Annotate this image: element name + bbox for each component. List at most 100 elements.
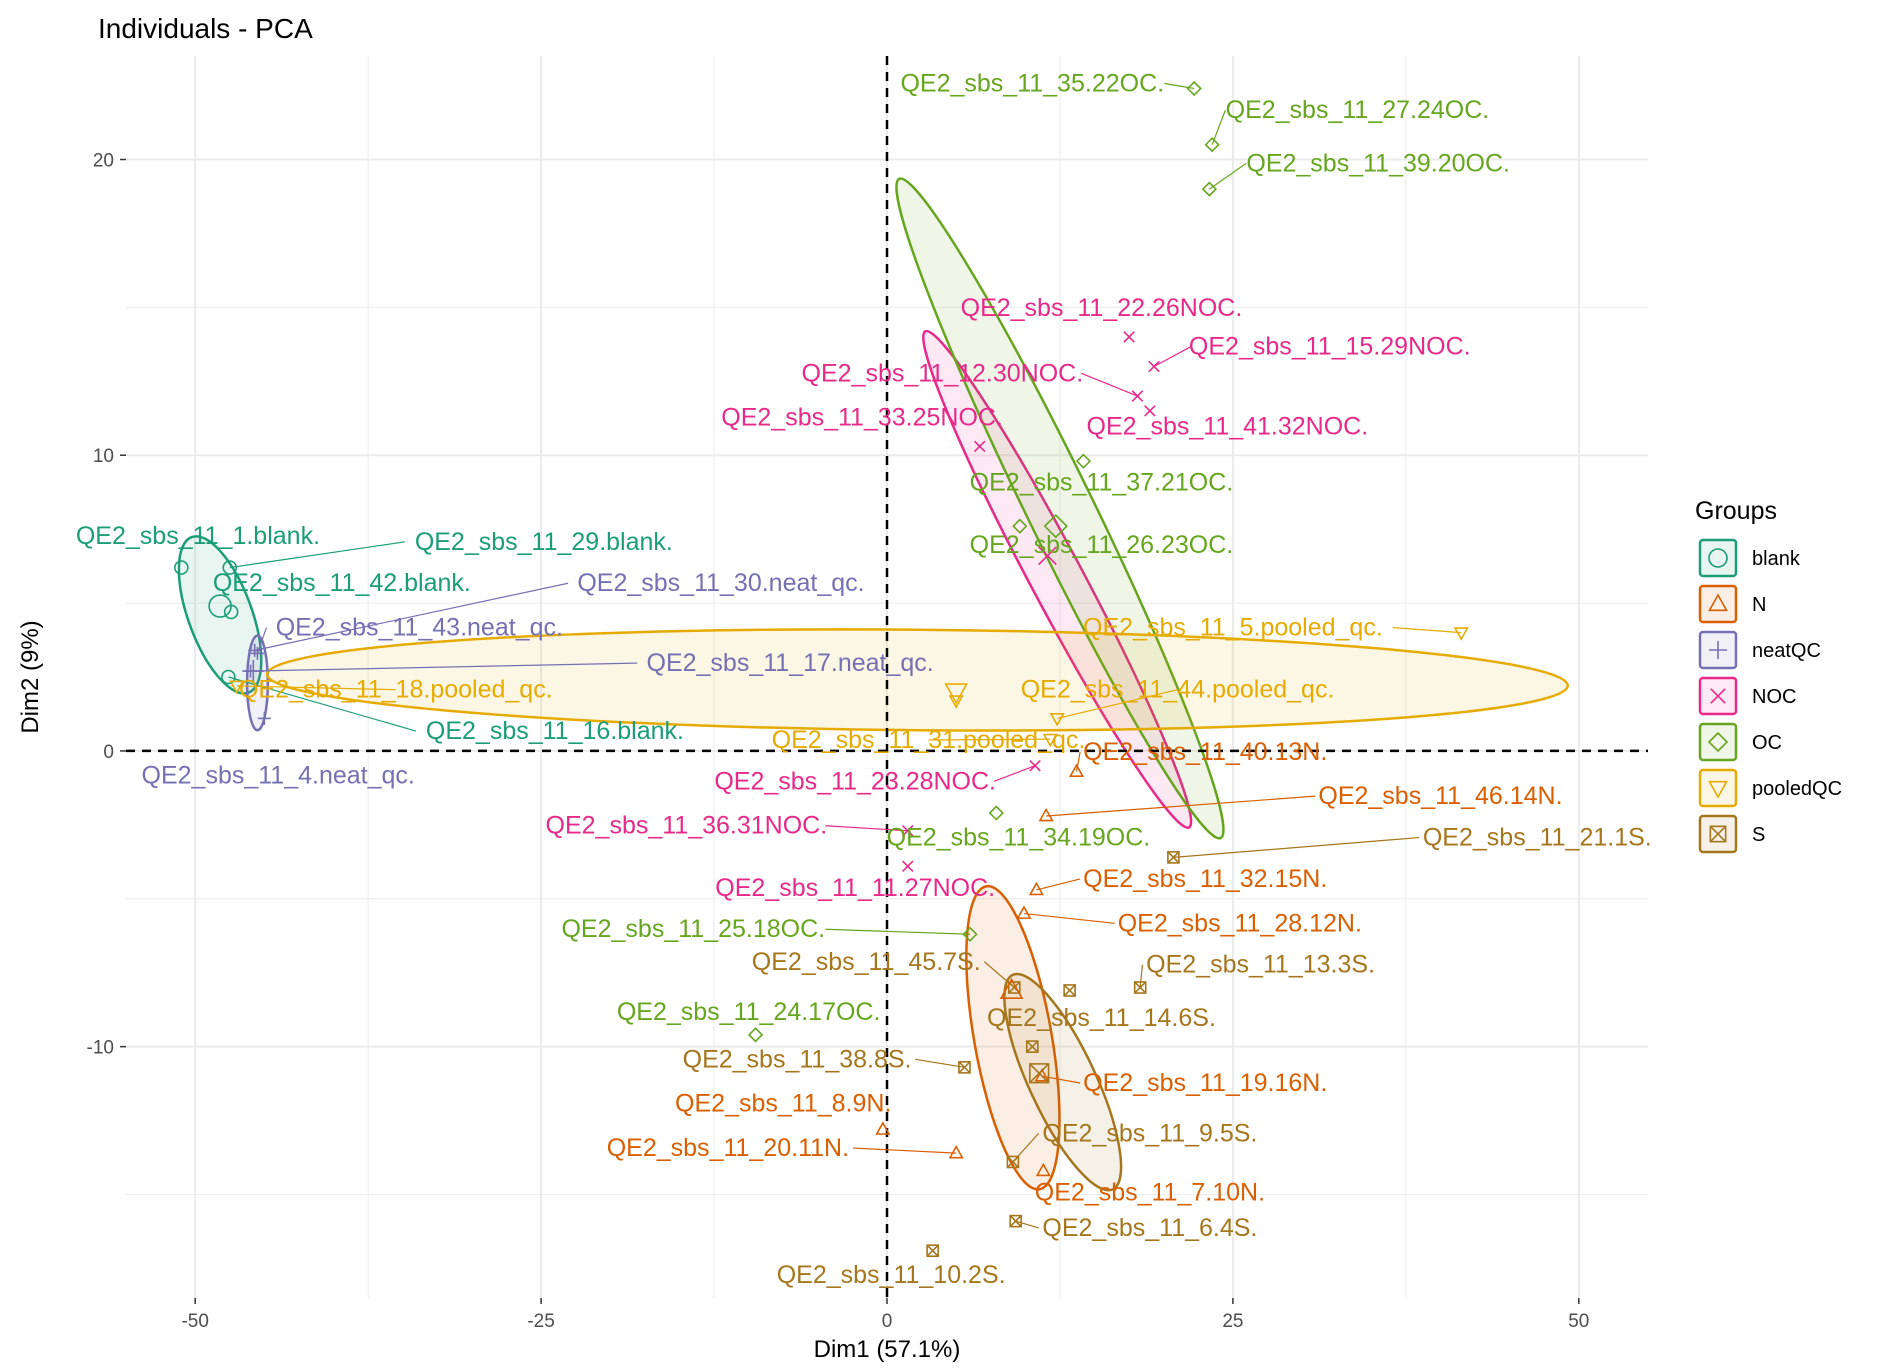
legend-key <box>1698 538 1738 578</box>
point-neatQC <box>250 646 264 660</box>
point-NOC <box>1029 759 1041 772</box>
point-label: QE2_sbs_11_14.6S. <box>987 1004 1216 1032</box>
leader-line <box>236 685 396 691</box>
point-label: QE2_sbs_11_25.18OC. <box>561 915 825 943</box>
leader-line <box>1153 346 1192 368</box>
point-label: QE2_sbs_11_34.19OC. <box>887 824 1151 852</box>
centroid-S <box>1029 1063 1050 1084</box>
leader-line <box>229 541 405 569</box>
point-S <box>1006 1155 1020 1169</box>
leader-line <box>1139 964 1144 988</box>
legend-label: NOC <box>1752 686 1796 708</box>
point-blank <box>221 669 236 685</box>
point-label: QE2_sbs_11_23.28NOC. <box>714 767 996 795</box>
legend-key <box>1698 722 1738 762</box>
point-NOC <box>1148 360 1160 373</box>
point-labels: QE2_sbs_11_1.blank. QE2_sbs_11_29.blank. Q… <box>76 69 1652 1289</box>
centroid-pooledQC <box>944 683 968 705</box>
point-pooledQC <box>948 695 964 709</box>
point-NOC <box>1123 331 1135 343</box>
y-tick-label: 0 <box>103 742 114 763</box>
point-label: QE2_sbs_11_28.12N. <box>1118 909 1362 937</box>
legend-item-S: S <box>1698 814 1765 854</box>
point-label: QE2_sbs_11_1.blank. <box>76 522 320 550</box>
leader-line <box>1015 1220 1039 1229</box>
leader-line <box>250 662 638 672</box>
point-S <box>1167 851 1180 864</box>
y-tick-label: 10 <box>93 446 114 467</box>
point-label: QE2_sbs_11_13.3S. <box>1146 951 1375 979</box>
leader-line <box>1211 109 1226 145</box>
label-leader-lines <box>228 82 1462 1229</box>
point-N <box>948 1144 964 1159</box>
x-tick-label: -50 <box>181 1311 208 1332</box>
ellipse-pooledQC <box>265 628 1569 732</box>
leader-line <box>1057 689 1178 719</box>
point-label: QE2_sbs_11_45.7S. <box>752 948 981 976</box>
point-label: QE2_sbs_11_7.10N. <box>1035 1178 1265 1206</box>
point-label: QE2_sbs_11_10.2S. <box>777 1261 1006 1289</box>
ellipse-S <box>1003 972 1123 1192</box>
leader-line <box>852 1147 957 1154</box>
point-label: QE2_sbs_11_9.5S. <box>1042 1119 1257 1147</box>
legend-symbol-blank <box>1708 548 1728 568</box>
point-NOC <box>1144 405 1156 417</box>
leader-line <box>915 1058 965 1068</box>
point-S <box>1025 1040 1039 1053</box>
leader-line <box>928 738 1051 741</box>
point-S <box>1063 984 1076 997</box>
y-tick-label: -10 <box>87 1038 114 1059</box>
point-label: QE2_sbs_11_20.11N. <box>607 1134 849 1162</box>
point-label: QE2_sbs_11_8.9N. <box>675 1090 891 1118</box>
point-S <box>958 1061 971 1074</box>
legend-title: Groups <box>1695 497 1777 525</box>
point-label: QE2_sbs_11_6.4S. <box>1042 1214 1257 1242</box>
point-pooledQC <box>1049 713 1065 727</box>
point-N <box>1035 1162 1051 1177</box>
confidence-ellipses <box>177 177 1569 1192</box>
legend-item-blank: blank <box>1698 538 1801 578</box>
legend-item-OC: OC <box>1698 722 1782 762</box>
point-label: QE2_sbs_11_12.30NOC. <box>802 359 1084 387</box>
point-OC <box>962 926 978 942</box>
point-label: QE2_sbs_11_32.15N. <box>1083 865 1327 893</box>
point-label: QE2_sbs_11_21.1S. <box>1423 824 1652 852</box>
legend-label: N <box>1752 594 1766 616</box>
point-OC <box>1075 453 1092 469</box>
point-S <box>1133 981 1147 994</box>
point-N <box>1028 881 1044 896</box>
x-tick-label: 25 <box>1222 1311 1243 1332</box>
centroid-neatQC <box>242 660 265 683</box>
leader-line <box>1392 627 1462 634</box>
centroid-N <box>999 977 1024 999</box>
centroid-NOC <box>1038 546 1057 566</box>
leader-line <box>1046 795 1316 817</box>
point-NOC <box>901 825 914 837</box>
y-axis-title: Dim2 (9%) <box>17 620 44 733</box>
legend-symbol-S <box>1709 825 1727 843</box>
leader-line <box>1173 836 1420 858</box>
point-NOC <box>973 440 986 453</box>
point-neatQC <box>257 711 271 725</box>
point-OC <box>1186 80 1202 97</box>
point-S <box>1009 1214 1023 1228</box>
point-label: QE2_sbs_11_22.26NOC. <box>961 294 1243 322</box>
point-label: QE2_sbs_11_43.neat_qc. <box>276 614 563 642</box>
legend-symbol-pooledQC <box>1708 780 1728 799</box>
legend-symbol-OC <box>1707 731 1729 753</box>
point-label: QE2_sbs_11_16.blank. <box>426 717 684 745</box>
leader-line <box>825 825 908 832</box>
leader-line <box>1075 751 1081 772</box>
point-label: QE2_sbs_11_18.pooled_qc. <box>239 676 553 704</box>
point-NOC <box>901 860 914 873</box>
point-label: QE2_sbs_11_24.17OC. <box>617 998 881 1026</box>
legend-label: pooledQC <box>1752 778 1842 800</box>
point-label: QE2_sbs_11_36.31NOC. <box>546 812 828 840</box>
leader-line <box>1023 912 1115 924</box>
point-blank <box>174 560 189 575</box>
x-axis-title: Dim1 (57.1%) <box>814 1336 961 1363</box>
x-tick-label: 0 <box>882 1311 893 1332</box>
point-label: QE2_sbs_11_17.neat_qc. <box>647 649 934 677</box>
point-label: QE2_sbs_11_27.24OC. <box>1226 96 1490 124</box>
